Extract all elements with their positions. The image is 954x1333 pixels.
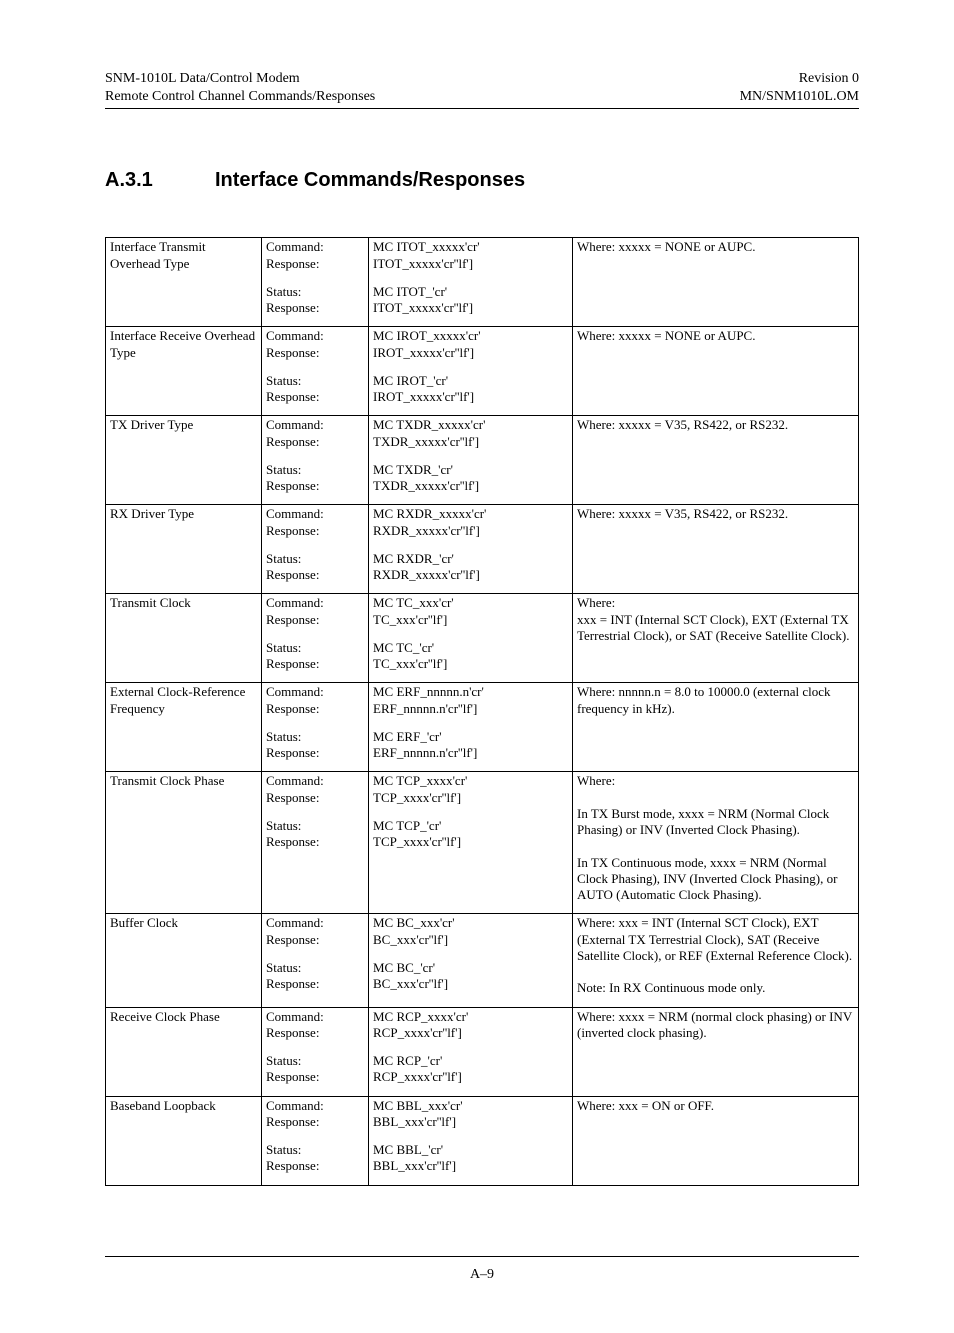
description-cell: Where: xxxxx = NONE or AUPC. [573, 238, 859, 327]
syntax-cell: MC IROT_xxxxx'cr'IROT_xxxxx'cr''lf']MC I… [369, 327, 573, 416]
page-container: SNM-1010L Data/Control Modem Remote Cont… [0, 0, 954, 1333]
description-cell: Where: xxx = ON or OFF. [573, 1096, 859, 1185]
syntax-cell: MC RCP_xxxx'cr'RCP_xxxx'cr''lf']MC RCP_'… [369, 1007, 573, 1096]
description-cell: Where: xxx = INT (Internal SCT Clock), E… [573, 914, 859, 1007]
page-footer: A–9 [105, 1256, 859, 1283]
parameter-name-cell: RX Driver Type [106, 505, 262, 594]
parameter-name-cell: TX Driver Type [106, 416, 262, 505]
label-cell: Command:Response:Status:Response: [262, 238, 369, 327]
label-cell: Command:Response:Status:Response: [262, 772, 369, 914]
parameter-name-cell: Interface Receive Overhead Type [106, 327, 262, 416]
parameter-name-cell: Transmit Clock Phase [106, 772, 262, 914]
header-revision: Revision 0 [740, 70, 859, 88]
parameter-name-cell: Transmit Clock [106, 594, 262, 683]
syntax-cell: MC BC_xxx'cr'BC_xxx'cr''lf']MC BC_'cr'BC… [369, 914, 573, 1007]
syntax-cell: MC BBL_xxx'cr'BBL_xxx'cr''lf']MC BBL_'cr… [369, 1096, 573, 1185]
label-cell: Command:Response:Status:Response: [262, 683, 369, 772]
header-manual-id: MN/SNM1010L.OM [740, 88, 859, 106]
label-cell: Command:Response:Status:Response: [262, 594, 369, 683]
header-left: SNM-1010L Data/Control Modem Remote Cont… [105, 70, 375, 106]
description-cell: Where:xxx = INT (Internal SCT Clock), EX… [573, 594, 859, 683]
label-cell: Command:Response:Status:Response: [262, 914, 369, 1007]
syntax-cell: MC RXDR_xxxxx'cr'RXDR_xxxxx'cr''lf']MC R… [369, 505, 573, 594]
parameter-name-cell: Buffer Clock [106, 914, 262, 1007]
section-heading: A.3.1Interface Commands/Responses [105, 169, 859, 192]
table-row: Buffer ClockCommand:Response:Status:Resp… [106, 914, 859, 1007]
page-number: A–9 [470, 1267, 494, 1282]
page-header: SNM-1010L Data/Control Modem Remote Cont… [105, 70, 859, 109]
syntax-cell: MC ERF_nnnnn.n'cr'ERF_nnnnn.n'cr''lf']MC… [369, 683, 573, 772]
description-cell: Where: nnnnn.n = 8.0 to 10000.0 (externa… [573, 683, 859, 772]
header-doc-subtitle: Remote Control Channel Commands/Response… [105, 88, 375, 106]
label-cell: Command:Response:Status:Response: [262, 1096, 369, 1185]
table-row: RX Driver TypeCommand:Response:Status:Re… [106, 505, 859, 594]
parameter-name-cell: Receive Clock Phase [106, 1007, 262, 1096]
label-cell: Command:Response:Status:Response: [262, 505, 369, 594]
label-cell: Command:Response:Status:Response: [262, 1007, 369, 1096]
table-row: External Clock-Reference FrequencyComman… [106, 683, 859, 772]
syntax-cell: MC ITOT_xxxxx'cr'ITOT_xxxxx'cr''lf']MC I… [369, 238, 573, 327]
header-doc-title: SNM-1010L Data/Control Modem [105, 70, 375, 88]
description-cell: Where: In TX Burst mode, xxxx = NRM (Nor… [573, 772, 859, 914]
syntax-cell: MC TC_xxx'cr'TC_xxx'cr''lf']MC TC_'cr'TC… [369, 594, 573, 683]
syntax-cell: MC TCP_xxxx'cr'TCP_xxxx'cr''lf']MC TCP_'… [369, 772, 573, 914]
description-cell: Where: xxxx = NRM (normal clock phasing)… [573, 1007, 859, 1096]
section-number: A.3.1 [105, 169, 215, 192]
table-row: Interface Receive Overhead TypeCommand:R… [106, 327, 859, 416]
table-row: Transmit ClockCommand:Response:Status:Re… [106, 594, 859, 683]
parameter-name-cell: External Clock-Reference Frequency [106, 683, 262, 772]
table-row: TX Driver TypeCommand:Response:Status:Re… [106, 416, 859, 505]
table-row: Baseband LoopbackCommand:Response:Status… [106, 1096, 859, 1185]
commands-table: Interface Transmit Overhead TypeCommand:… [105, 237, 859, 1185]
parameter-name-cell: Baseband Loopback [106, 1096, 262, 1185]
label-cell: Command:Response:Status:Response: [262, 416, 369, 505]
description-cell: Where: xxxxx = V35, RS422, or RS232. [573, 505, 859, 594]
table-row: Receive Clock PhaseCommand:Response:Stat… [106, 1007, 859, 1096]
label-cell: Command:Response:Status:Response: [262, 327, 369, 416]
table-row: Interface Transmit Overhead TypeCommand:… [106, 238, 859, 327]
section-title-text: Interface Commands/Responses [215, 169, 525, 191]
description-cell: Where: xxxxx = V35, RS422, or RS232. [573, 416, 859, 505]
header-right: Revision 0 MN/SNM1010L.OM [740, 70, 859, 106]
description-cell: Where: xxxxx = NONE or AUPC. [573, 327, 859, 416]
table-row: Transmit Clock PhaseCommand:Response:Sta… [106, 772, 859, 914]
syntax-cell: MC TXDR_xxxxx'cr'TXDR_xxxxx'cr''lf']MC T… [369, 416, 573, 505]
parameter-name-cell: Interface Transmit Overhead Type [106, 238, 262, 327]
